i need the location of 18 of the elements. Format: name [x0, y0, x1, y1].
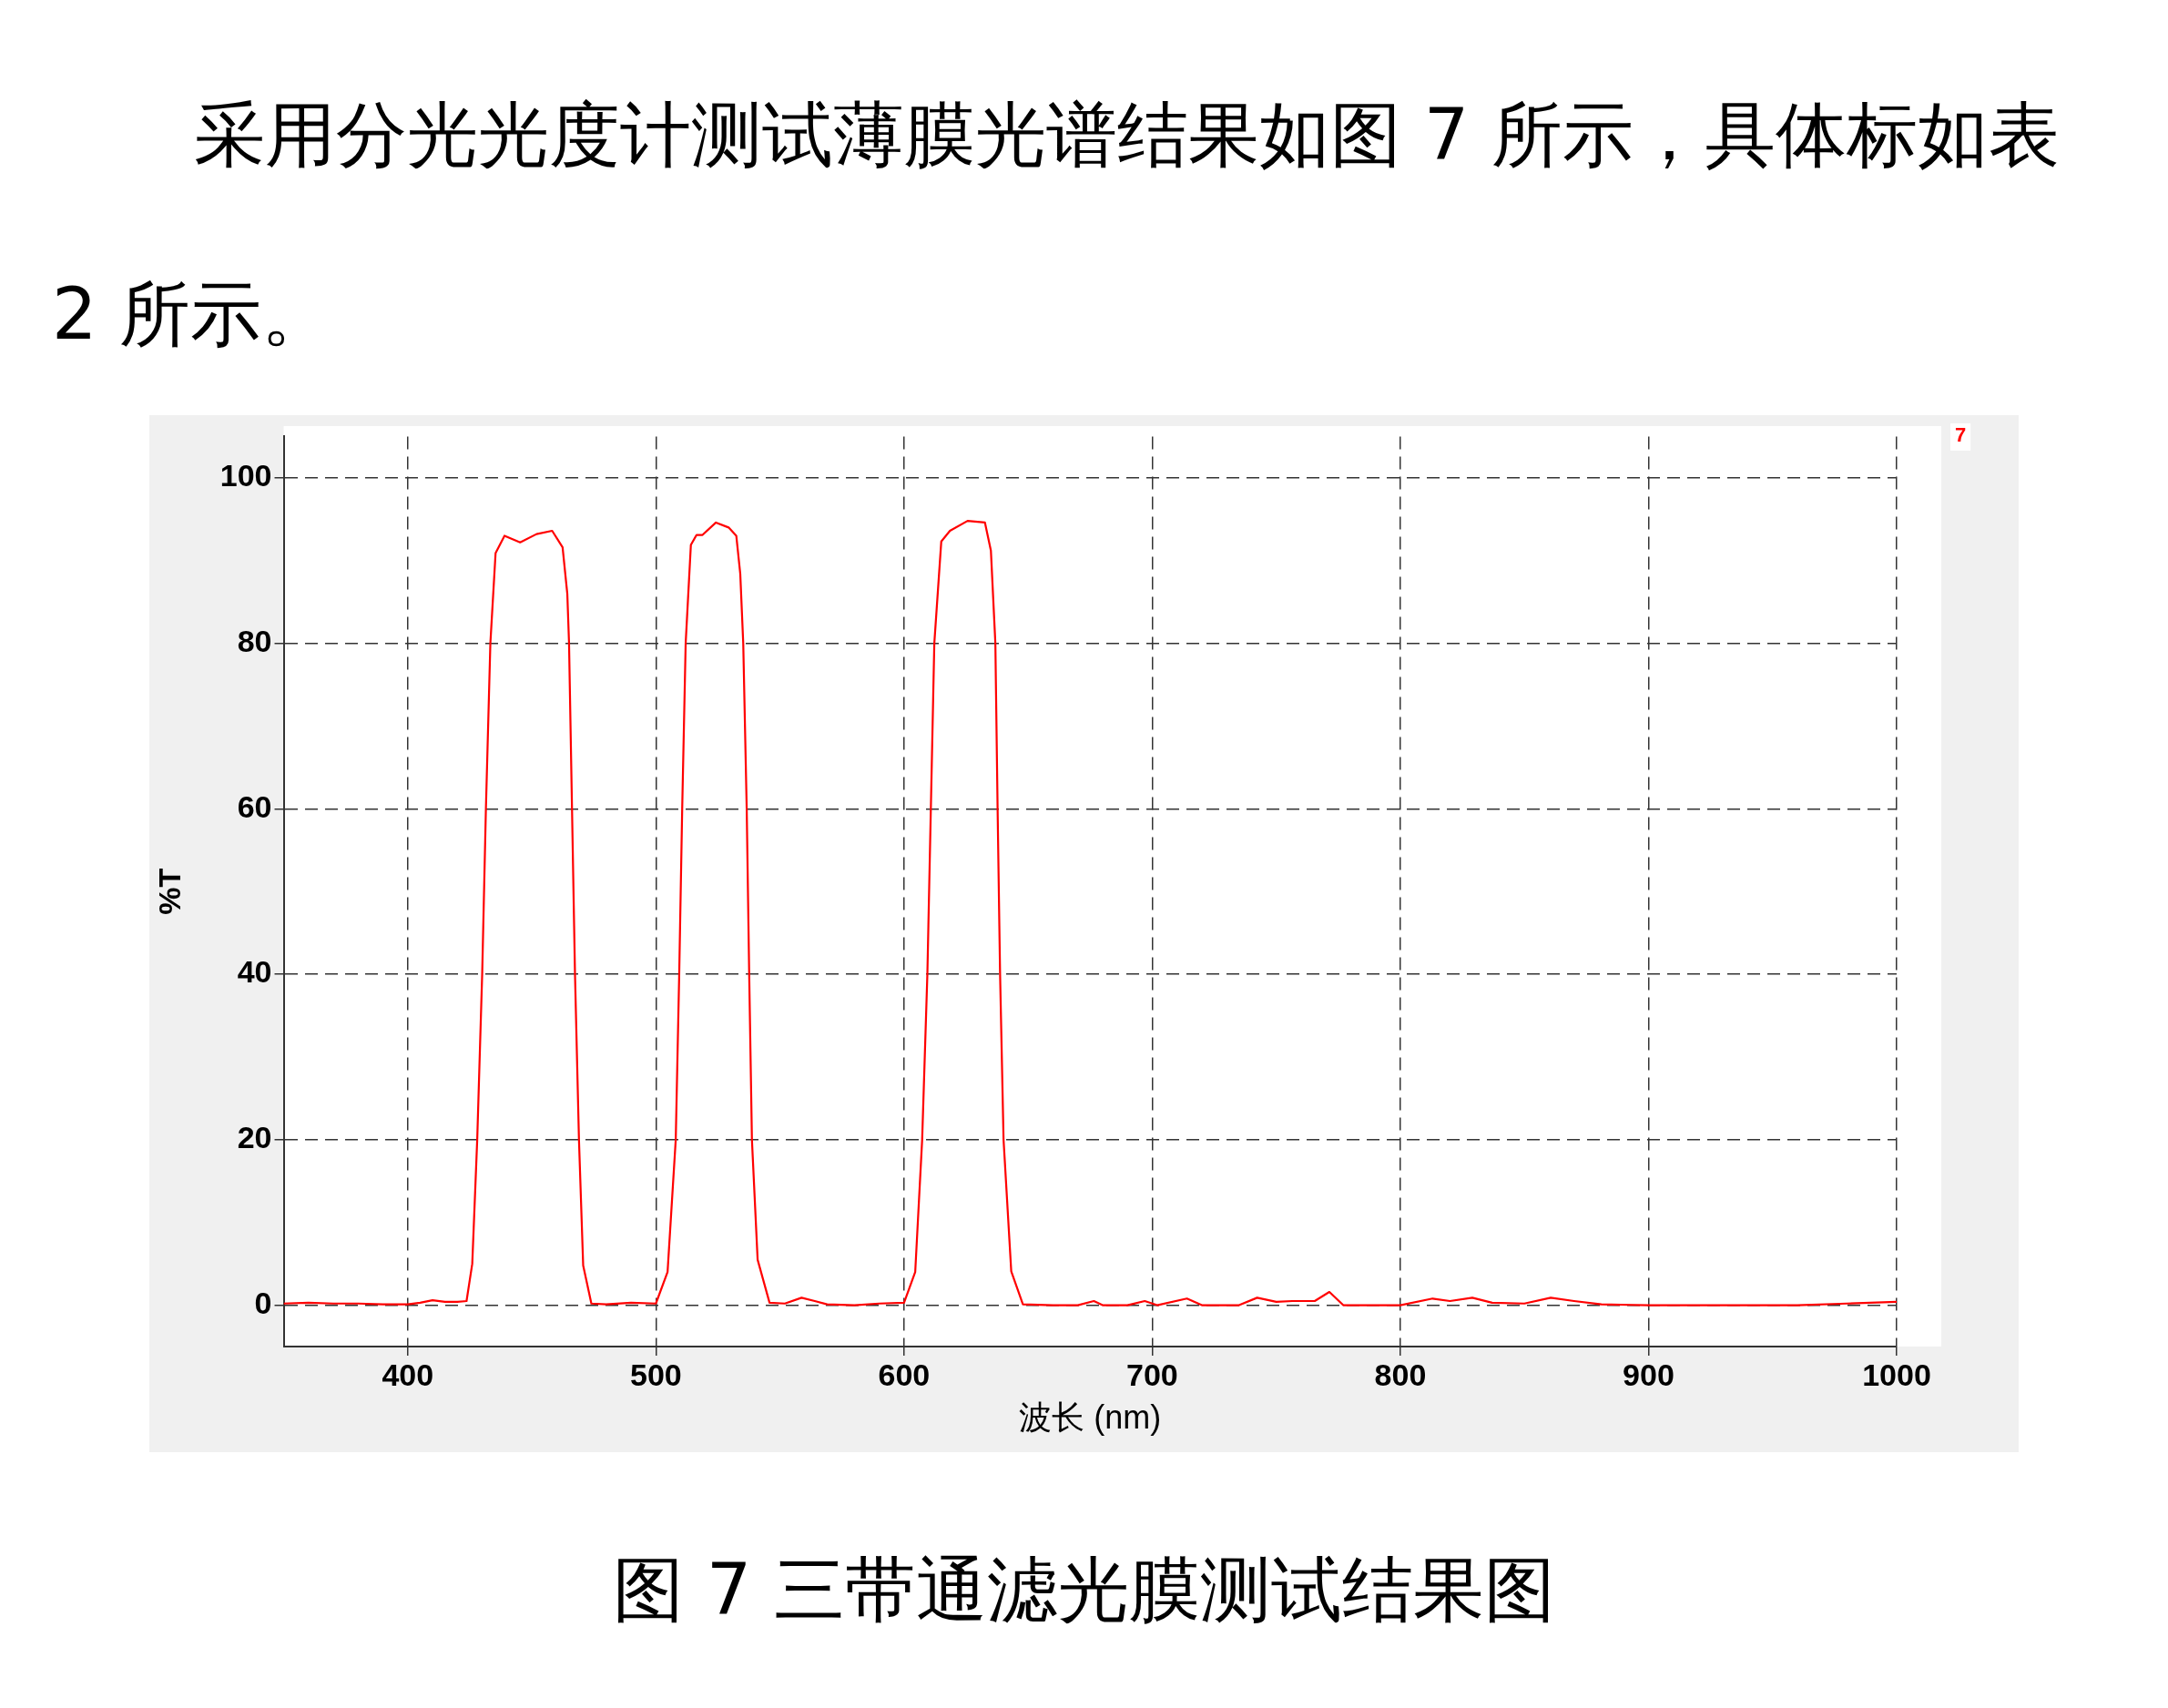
y-tick-label: 0 [254, 1285, 272, 1320]
x-tick-label: 700 [1126, 1357, 1178, 1392]
x-tick-label: 800 [1374, 1357, 1427, 1392]
y-axis-title: %T [151, 868, 187, 915]
text: 图 7 三带通滤光膜测试结果图 [611, 1548, 1557, 1632]
text: 采用分光光度计测试薄膜光谱结果如图 7 所示，具体标如表 2 所示。 [52, 94, 2061, 355]
y-tick-label: 80 [237, 623, 272, 658]
x-tick-label: 400 [382, 1357, 434, 1392]
x-tick-label: 500 [629, 1357, 682, 1392]
x-axis-title: 波长 (nm) [1019, 1398, 1162, 1437]
text: 7 [1955, 423, 1967, 447]
y-tick-label: 40 [237, 954, 272, 990]
x-tick-label: 900 [1623, 1357, 1674, 1392]
x-tick-label: 1000 [1862, 1357, 1931, 1392]
y-tick-label: 60 [237, 788, 272, 824]
x-tick-label: 600 [878, 1357, 931, 1392]
y-tick-label: 20 [237, 1120, 272, 1155]
y-tick-label: 100 [219, 458, 272, 493]
